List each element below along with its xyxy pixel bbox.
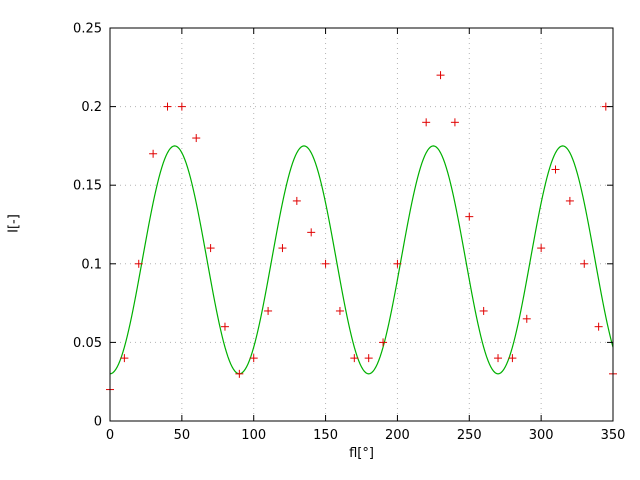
x-tick-label: 350: [601, 428, 626, 443]
y-axis-label: I[-]: [6, 214, 22, 233]
y-tick-label: 0.05: [73, 336, 102, 351]
y-tick-label: 0.15: [73, 179, 102, 194]
x-tick-label: 250: [457, 428, 482, 443]
x-tick-label: 100: [241, 428, 266, 443]
x-tick-label: 200: [385, 428, 410, 443]
x-tick-label: 150: [313, 428, 338, 443]
x-tick-label: 300: [529, 428, 554, 443]
plot-border: [109, 27, 614, 422]
y-tick-label: 0.2: [81, 100, 102, 115]
y-tick-label: 0.25: [73, 22, 102, 37]
fit-curve: [109, 145, 614, 375]
x-tick-label: 0: [106, 428, 114, 443]
y-tick-label: 0.1: [81, 257, 102, 272]
x-tick-label: 50: [174, 428, 191, 443]
x-axis-label: fl[°]: [349, 446, 374, 461]
y-tick-label: 0: [94, 415, 102, 430]
